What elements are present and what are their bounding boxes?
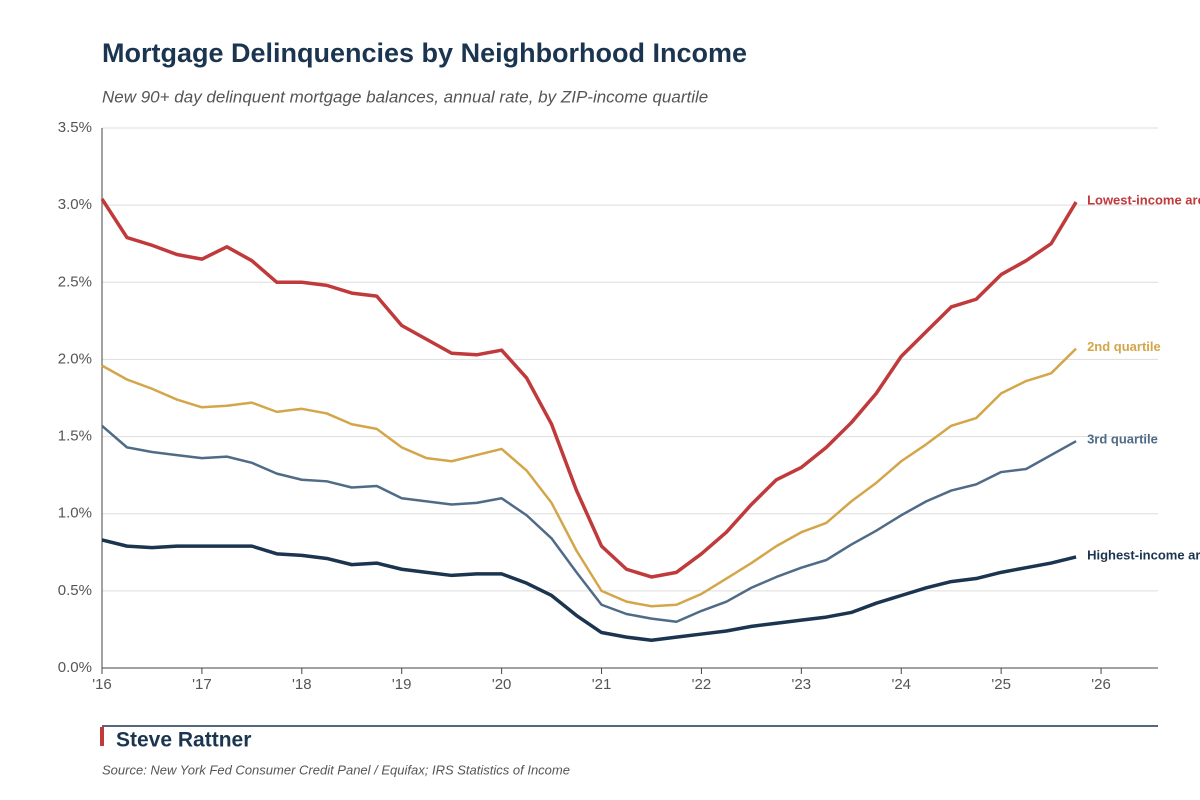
y-tick-label: 1.0%: [58, 505, 92, 522]
series-label: 3rd quartile: [1087, 432, 1158, 447]
y-tick-label: 1.5%: [58, 428, 92, 445]
series-line: [100, 198, 1078, 579]
series-line: [101, 538, 1077, 642]
source: Source: New York Fed Consumer Credit Pan…: [102, 762, 570, 777]
series-label: Highest-income areas: [1087, 547, 1200, 562]
series-line: [101, 424, 1077, 623]
series-label: 2nd quartile: [1087, 339, 1161, 354]
brand-accent: [100, 727, 104, 746]
chart-subtitle: New 90+ day delinquent mortgage balances…: [102, 87, 708, 106]
y-tick-label: 0.0%: [58, 659, 92, 676]
series-label: Lowest-income areas: [1087, 192, 1200, 207]
x-tick-label: '26: [1091, 676, 1111, 693]
y-tick-label: 0.5%: [58, 582, 92, 599]
x-tick-label: '20: [492, 676, 512, 693]
y-tick-label: 3.5%: [58, 119, 92, 136]
x-tick-label: '17: [192, 676, 212, 693]
x-tick-label: '18: [292, 676, 312, 693]
x-tick-label: '16: [92, 676, 112, 693]
brand: Steve Rattner: [116, 729, 251, 752]
x-tick-label: '25: [991, 676, 1011, 693]
chart-title: Mortgage Delinquencies by Neighborhood I…: [102, 38, 747, 68]
x-tick-label: '19: [392, 676, 412, 693]
x-tick-label: '21: [592, 676, 612, 693]
x-tick-label: '24: [891, 676, 911, 693]
x-tick-label: '23: [792, 676, 812, 693]
y-tick-label: 2.5%: [58, 273, 92, 290]
series-line: [101, 347, 1077, 608]
y-tick-label: 3.0%: [58, 196, 92, 213]
x-tick-label: '22: [692, 676, 712, 693]
y-tick-label: 2.0%: [58, 350, 92, 367]
